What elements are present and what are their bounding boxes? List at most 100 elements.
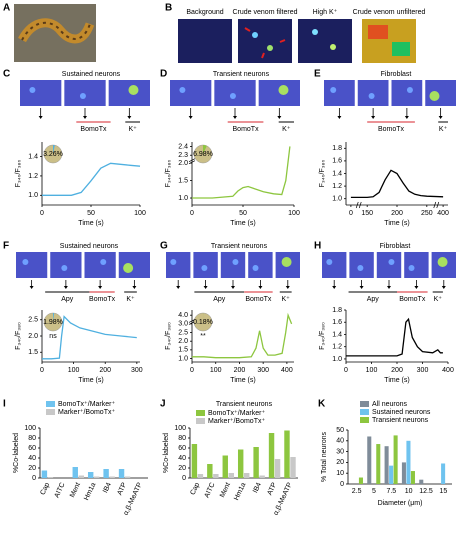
photo [14, 4, 96, 62]
legend-swatch [360, 409, 369, 415]
bar [367, 436, 372, 484]
y-tick-label: 10 [336, 470, 344, 477]
y-tick-label: 1.2 [332, 183, 342, 190]
treatment-label: BomoTx [233, 126, 260, 133]
bar [213, 474, 219, 478]
bar [244, 473, 250, 478]
thumbnail-cell [388, 259, 395, 265]
treatment-label: BomoTx [399, 296, 426, 303]
x-tick-label: 400 [281, 367, 293, 374]
bar [103, 469, 109, 478]
thumbnail-cell [429, 91, 440, 101]
bar [207, 464, 213, 478]
bar [358, 477, 363, 484]
x-tick-label: 0 [40, 210, 44, 217]
x-tick-label: 100 [210, 367, 222, 374]
x-axis-label: Time (s) [78, 220, 103, 227]
bar [222, 455, 228, 478]
thumbnail [166, 252, 191, 278]
trace [42, 315, 137, 360]
legend-label: BomoTx⁺/Marker⁺ [58, 401, 115, 408]
cell [368, 25, 388, 39]
thumbnail-cell [229, 93, 236, 99]
panel-letter: K [318, 399, 326, 410]
treatment-label: BomoTx [245, 296, 272, 303]
chart-title: Transient neurons [216, 401, 273, 408]
panel-letter: C [3, 69, 10, 80]
y-tick-label: 40 [336, 438, 344, 445]
x-tick-label: 200 [234, 367, 246, 374]
bar [389, 465, 394, 484]
arrowhead [231, 286, 235, 289]
y-tick-label: 1.6 [332, 158, 342, 165]
x-tick-label: IB4 [252, 482, 263, 495]
arrowhead [83, 116, 87, 119]
thumbnail-cell [201, 265, 208, 271]
thumbnail-cell [368, 93, 375, 99]
y-axis-label: F₃₄₀/F₃₈₀ [319, 322, 326, 350]
thumbnail-cell [29, 87, 36, 93]
treatment-label: K⁺ [282, 296, 291, 303]
arrowhead [404, 116, 409, 119]
bar [47, 477, 54, 478]
bar [41, 470, 48, 478]
y-tick-label: 4.0 [178, 312, 188, 319]
x-tick-label: Cap [189, 482, 201, 497]
image-caption: Crude venom unfiltered [353, 9, 426, 16]
x-tick-label: 0 [190, 367, 194, 374]
x-tick-label: 0 [40, 367, 44, 374]
arrowhead [98, 286, 103, 289]
x-tick-label: 5 [372, 488, 376, 495]
chart-title: Fibroblast [381, 71, 412, 78]
y-tick-label: 1.2 [28, 173, 38, 180]
x-tick-label: 100 [134, 210, 146, 217]
legend-swatch [360, 401, 369, 407]
y-tick-label: 1.5 [178, 177, 188, 184]
bar [268, 433, 275, 478]
y-tick-label: 1.6 [332, 319, 342, 326]
bar [419, 479, 424, 484]
arrowheads [244, 27, 286, 59]
y-tick-label: 30 [336, 448, 344, 455]
y-axis-label: %Co-labeled [13, 433, 20, 473]
panel-letter: G [160, 241, 168, 252]
y-tick-label: 0 [182, 475, 186, 482]
thumbnail-cell [123, 263, 134, 273]
y-axis-label: F₃₄₀/F₃₈₀ [319, 160, 326, 188]
x-tick-label: 100 [288, 210, 300, 217]
y-tick-label: 20 [28, 465, 36, 472]
bar [401, 462, 406, 484]
x-tick-label: 400 [437, 210, 449, 217]
inset-note: ** [200, 333, 206, 340]
x-tick-label: 200 [99, 367, 111, 374]
y-tick-label: 1.2 [332, 344, 342, 351]
bar [124, 476, 131, 478]
thumbnail-cell [330, 87, 337, 93]
legend-label: All neurons [372, 401, 408, 408]
treatment-label: BomoTx [80, 126, 107, 133]
treatment-label: BomoTx [378, 126, 405, 133]
thumbnail [108, 80, 150, 106]
y-tick-label: 60 [178, 445, 186, 452]
bar [118, 469, 125, 478]
x-axis-label: Time (s) [384, 377, 409, 384]
thumbnail [84, 252, 116, 278]
panel-letter: H [314, 241, 321, 252]
snake-pattern [21, 21, 91, 41]
thumbnail [20, 80, 62, 106]
y-tick-label: 1.8 [332, 307, 342, 314]
treatment-label: BomoTx [89, 296, 116, 303]
inset-slice [53, 313, 55, 322]
y-tick-label: 2.4 [178, 143, 188, 150]
y-tick-label: 50 [336, 427, 344, 434]
arrowhead [438, 116, 443, 119]
micro-image [298, 19, 352, 63]
trace [192, 146, 291, 199]
y-tick-label: 20 [178, 465, 186, 472]
x-tick-label: 15 [439, 488, 447, 495]
chart-title: Sustained neurons [62, 71, 121, 78]
cell [312, 29, 318, 35]
panel-letter: J [160, 399, 166, 410]
y-tick-label: 2.3 [178, 152, 188, 159]
legend-label: Marker⁺/BomoTx⁺ [58, 409, 115, 416]
